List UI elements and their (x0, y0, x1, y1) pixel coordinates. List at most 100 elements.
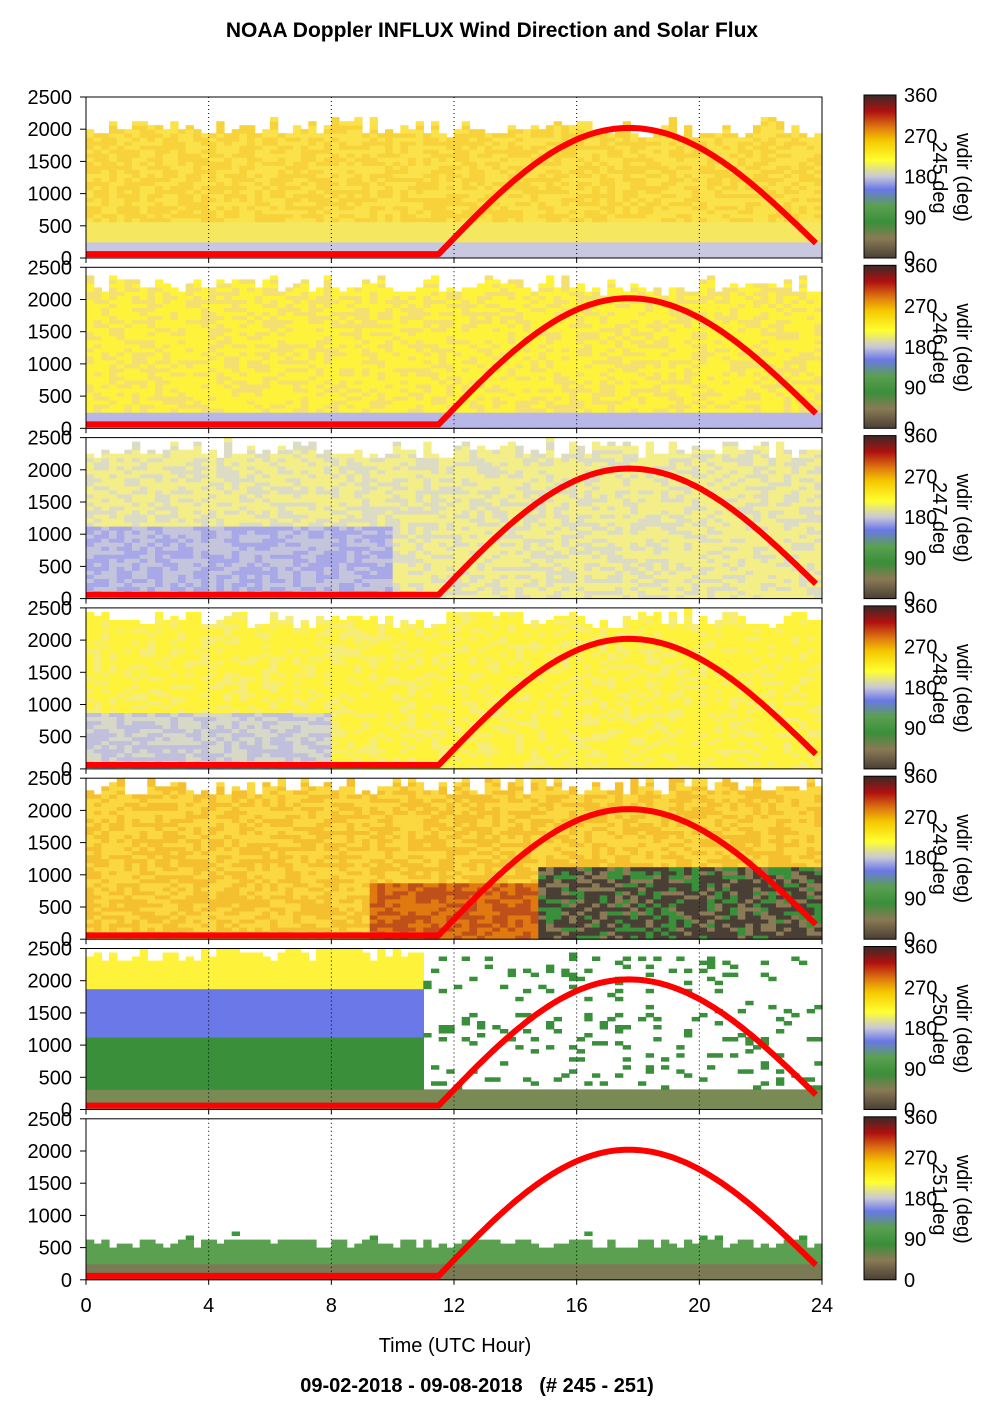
heatmap-cell (561, 173, 570, 178)
heatmap-cell (170, 177, 179, 182)
heatmap-cell (454, 249, 463, 255)
heatmap-cell (392, 327, 401, 333)
heatmap-cell (415, 169, 424, 174)
heatmap-cell (116, 173, 125, 178)
heatmap-cell (645, 193, 654, 199)
heatmap-cell (385, 217, 394, 223)
heatmap-cell (492, 249, 501, 255)
heatmap-cell (484, 157, 493, 162)
heatmap-cell (247, 185, 256, 191)
heatmap-cell (369, 185, 378, 191)
heatmap-cell (576, 181, 585, 186)
heatmap-cell (454, 181, 463, 186)
heatmap-cell (507, 217, 516, 223)
heatmap-cell (193, 307, 202, 313)
heatmap-cell (783, 157, 792, 162)
heatmap-cell (300, 315, 309, 321)
heatmap-cell (300, 201, 309, 207)
heatmap-cell (262, 396, 271, 401)
heatmap-cell (415, 149, 424, 154)
heatmap-cell (193, 283, 202, 288)
heatmap-cell (254, 157, 263, 162)
heatmap-cell (469, 339, 478, 345)
heatmap-cell (86, 319, 95, 325)
heatmap-cell (431, 327, 440, 333)
heatmap-cell (515, 233, 524, 239)
heatmap-cell (270, 307, 279, 313)
heatmap-cell (254, 408, 263, 413)
heatmap-cell (354, 303, 363, 308)
heatmap-cell (707, 229, 716, 235)
heatmap-cell (385, 221, 394, 227)
heatmap-cell (339, 137, 348, 142)
heatmap-cell (116, 189, 125, 195)
heatmap-cell (346, 133, 355, 138)
heatmap-cell (339, 408, 348, 413)
heatmap-cell (385, 241, 394, 247)
heatmap-cell (247, 363, 256, 369)
heatmap-cell (492, 145, 501, 150)
heatmap-cell (185, 392, 194, 397)
heatmap-cell (645, 237, 654, 243)
heatmap-cell (254, 189, 263, 195)
heatmap-cell (323, 343, 332, 349)
heatmap-cell (193, 145, 202, 150)
heatmap-cell (569, 254, 578, 259)
heatmap-cell (147, 400, 156, 405)
heatmap-cell (737, 213, 746, 219)
heatmap-cell (132, 388, 141, 393)
heatmap-cell (638, 209, 647, 215)
heatmap-cell (208, 311, 217, 317)
heatmap-cell (339, 221, 348, 227)
heatmap-cell (684, 133, 693, 138)
heatmap-cell (293, 137, 302, 142)
heatmap-cell (783, 205, 792, 211)
heatmap-cell (469, 185, 478, 191)
heatmap-cell (162, 380, 171, 385)
heatmap-cell (369, 359, 378, 365)
heatmap-cell (469, 173, 478, 178)
heatmap-cell (208, 416, 217, 421)
heatmap-cell (776, 153, 785, 158)
heatmap-cell (446, 335, 455, 341)
heatmap-cell (300, 408, 309, 413)
heatmap-cell (193, 380, 202, 385)
heatmap-cell (231, 351, 240, 357)
heatmap-cell (392, 229, 401, 235)
heatmap-cell (400, 404, 409, 409)
heatmap-cell (346, 359, 355, 365)
heatmap-cell (185, 335, 194, 341)
heatmap-cell (753, 241, 762, 247)
heatmap-cell (745, 137, 754, 142)
heatmap-cell (262, 145, 271, 150)
heatmap-cell (392, 339, 401, 345)
heatmap-cell (170, 295, 179, 300)
heatmap-cell (331, 396, 340, 401)
heatmap-cell (262, 189, 271, 195)
heatmap-cell (599, 221, 608, 227)
heatmap-cell (768, 254, 777, 259)
heatmap-cell (806, 153, 815, 158)
heatmap-cell (684, 193, 693, 199)
heatmap-cell (300, 384, 309, 389)
heatmap-cell (561, 221, 570, 227)
heatmap-cell (760, 237, 769, 243)
heatmap-cell (806, 245, 815, 251)
heatmap-cell (538, 169, 547, 174)
heatmap-cell (323, 237, 332, 243)
heatmap-cell (408, 173, 417, 178)
heatmap-cell (408, 133, 417, 138)
heatmap-cell (185, 367, 194, 373)
heatmap-cell (124, 209, 133, 215)
heatmap-cell (392, 237, 401, 243)
heatmap-cell (530, 185, 539, 191)
heatmap-cell (270, 209, 279, 215)
heatmap-cell (523, 149, 532, 154)
heatmap-cell (423, 343, 432, 349)
heatmap-cell (124, 307, 133, 313)
heatmap-cell (730, 141, 739, 146)
heatmap-cell (300, 237, 309, 243)
heatmap-cell (377, 221, 386, 227)
heatmap-cell (369, 376, 378, 381)
heatmap-cell (446, 372, 455, 377)
